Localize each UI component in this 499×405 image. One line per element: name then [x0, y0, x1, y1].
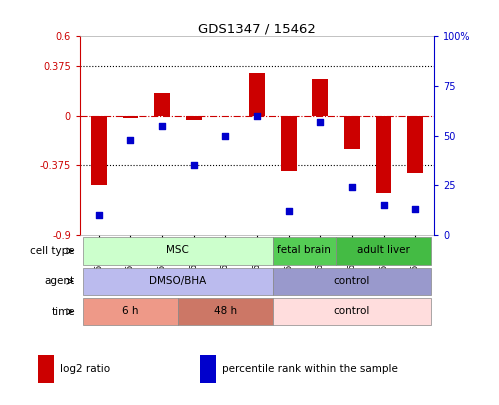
- Point: [284, 208, 292, 214]
- Bar: [178, 298, 273, 325]
- Bar: [38, 356, 54, 383]
- Point: [316, 119, 324, 125]
- Bar: [91, 116, 107, 185]
- Text: time: time: [51, 307, 75, 317]
- Text: 6 h: 6 h: [122, 306, 139, 316]
- Point: [126, 136, 134, 143]
- Bar: [186, 116, 202, 120]
- Text: percentile rank within the sample: percentile rank within the sample: [222, 364, 398, 374]
- Bar: [376, 116, 391, 192]
- Bar: [154, 93, 170, 116]
- Text: 48 h: 48 h: [214, 306, 237, 316]
- Text: agent: agent: [45, 276, 75, 286]
- Point: [190, 162, 198, 168]
- Point: [411, 206, 419, 212]
- Bar: [83, 237, 273, 264]
- Text: control: control: [334, 276, 370, 286]
- Point: [253, 113, 261, 119]
- Text: cell type: cell type: [30, 246, 75, 256]
- Point: [222, 132, 230, 139]
- Bar: [200, 356, 216, 383]
- Point: [348, 184, 356, 190]
- Bar: [249, 73, 265, 116]
- Point: [380, 202, 388, 208]
- Title: GDS1347 / 15462: GDS1347 / 15462: [198, 22, 316, 35]
- Text: MSC: MSC: [167, 245, 189, 255]
- Text: DMSO/BHA: DMSO/BHA: [149, 276, 207, 286]
- Bar: [123, 116, 138, 119]
- Bar: [336, 237, 431, 264]
- Text: adult liver: adult liver: [357, 245, 410, 255]
- Text: log2 ratio: log2 ratio: [60, 364, 110, 374]
- Bar: [281, 116, 296, 171]
- Point: [158, 122, 166, 129]
- Bar: [273, 268, 431, 295]
- Text: fetal brain: fetal brain: [277, 245, 331, 255]
- Point: [95, 212, 103, 218]
- Text: control: control: [334, 306, 370, 316]
- Bar: [344, 116, 360, 149]
- Bar: [407, 116, 423, 173]
- Bar: [312, 79, 328, 116]
- Bar: [273, 237, 336, 264]
- Bar: [83, 298, 178, 325]
- Bar: [83, 268, 273, 295]
- Bar: [273, 298, 431, 325]
